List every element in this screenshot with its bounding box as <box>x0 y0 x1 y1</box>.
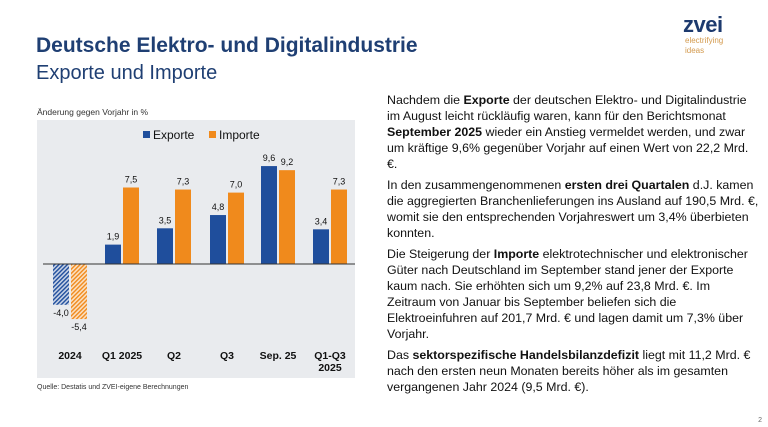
category-label: Q1-Q3 <box>314 350 346 362</box>
page-subtitle: Exporte und Importe <box>36 62 218 84</box>
bold-text: Importe <box>493 247 540 261</box>
chart-plot-area: Exporte Importe -4,0 -5,4 2024 1,9 7,5 Q1 2025 3… <box>37 120 355 378</box>
bar-exporte <box>105 244 121 264</box>
bar-importe <box>331 189 347 264</box>
legend-label-importe: Importe <box>219 128 260 142</box>
data-label: -5,4 <box>71 322 87 332</box>
category-label: 2025 <box>318 362 342 374</box>
bar-importe <box>228 192 244 264</box>
paragraph: In den zusammengenommenen ersten drei Qu… <box>387 177 759 241</box>
bar-exporte <box>261 166 277 264</box>
data-label: 9,6 <box>263 153 276 163</box>
bar-exporte <box>157 228 173 264</box>
data-label: 7,3 <box>333 177 346 187</box>
text-segment: Nachdem die <box>387 93 464 107</box>
bold-text: September 2025 <box>387 125 483 139</box>
data-label: -4,0 <box>53 308 69 318</box>
data-label: 7,3 <box>177 177 190 187</box>
bold-text: sektorspezifische Handelsbilanzdefizit <box>412 348 640 362</box>
bar-importe <box>71 264 87 320</box>
bar-importe <box>279 170 295 264</box>
text-segment: Die Steigerung der <box>387 247 494 261</box>
logo-tagline-2: ideas <box>685 46 705 55</box>
data-label: 4,8 <box>212 202 225 212</box>
bar-exporte <box>53 264 69 305</box>
bar-chart: Exporte Importe -4,0-5,4 2024 1,9 7,5 Q1 2025 3… <box>43 128 355 374</box>
text-segment: Das <box>387 348 413 362</box>
data-label: 7,5 <box>125 175 138 185</box>
logo-tagline-1: electrifying <box>685 36 724 45</box>
bar-exporte <box>313 229 329 264</box>
bold-text: ersten drei Quartalen <box>564 178 690 192</box>
page-title: Deutsche Elektro- und Digitalindustrie <box>36 34 418 57</box>
category-label: Q3 <box>220 350 234 362</box>
zvei-logo: zvei electrifying ideas <box>683 14 723 56</box>
category-label: Q2 <box>167 350 181 362</box>
category-label: Q1 2025 <box>102 350 142 362</box>
text-segment: d.J. kamen die aggregierten Branchenlief… <box>387 178 759 240</box>
text-segment: wieder ein Anstieg vermeldet werden, und… <box>387 125 749 171</box>
bar-importe <box>175 189 191 264</box>
chart-source: Quelle: Destatis und ZVEI-eigene Berechn… <box>37 384 189 391</box>
bold-text: Exporte <box>463 93 510 107</box>
body-text: Nachdem die Exporte der deutschen Elektr… <box>387 92 759 400</box>
page-number: 2 <box>758 417 762 424</box>
text-segment: In den zusammengenommenen <box>387 178 565 192</box>
chart-y-label: Änderung gegen Vorjahr in % <box>37 107 149 117</box>
paragraph: Nachdem die Exporte der deutschen Elektr… <box>387 92 759 172</box>
text-segment: liegt mit 11,2 Mrd. € nach den ersten ne… <box>387 348 751 394</box>
text-segment: der deutschen Elektro- und Digitalindust… <box>387 93 747 123</box>
data-label: 7,0 <box>230 180 243 190</box>
legend-swatch-exporte <box>143 131 150 138</box>
paragraph: Das sektorspezifische Handelsbilanzdefiz… <box>387 347 759 395</box>
paragraph: Die Steigerung der Importe elektrotechni… <box>387 246 759 342</box>
category-label: 2024 <box>58 350 82 362</box>
data-label: 9,2 <box>281 157 294 167</box>
bar-importe <box>123 187 139 264</box>
data-label: 3,4 <box>315 216 328 226</box>
bar-exporte <box>210 215 226 264</box>
logo-wordmark: zvei <box>683 12 723 37</box>
text-segment: elektrotechnischer und elektronischer Gü… <box>387 247 748 341</box>
legend-swatch-importe <box>209 131 216 138</box>
data-label: 1,9 <box>107 232 120 242</box>
legend-label-exporte: Exporte <box>153 128 195 142</box>
data-label: 3,5 <box>159 215 172 225</box>
category-label: Sep. 25 <box>260 350 297 362</box>
